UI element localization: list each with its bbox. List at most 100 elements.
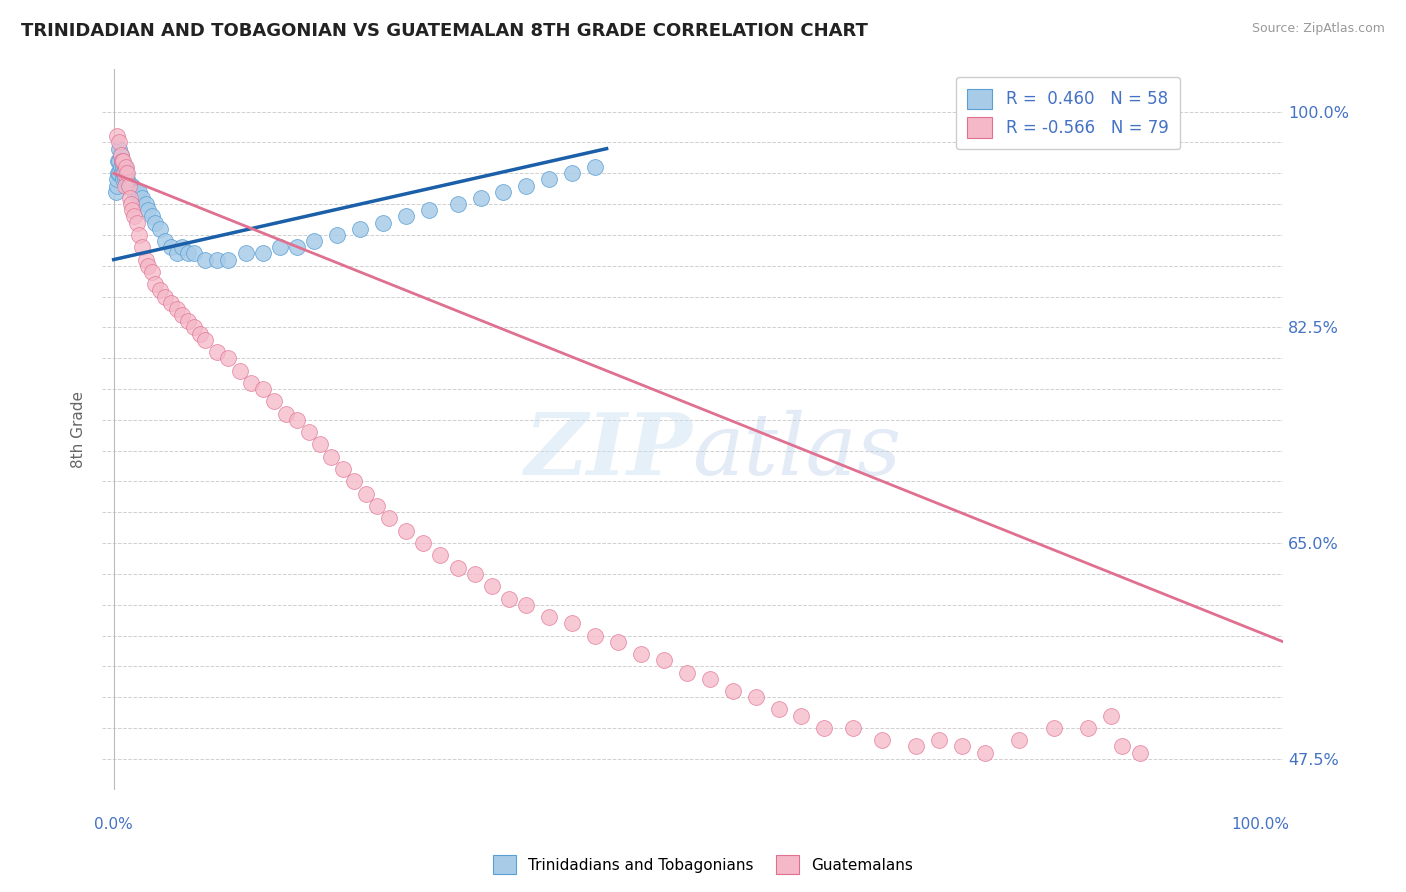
Legend: R =  0.460   N = 58, R = -0.566   N = 79: R = 0.460 N = 58, R = -0.566 N = 79	[956, 77, 1180, 149]
Point	[136, 259, 159, 273]
Point	[538, 172, 561, 186]
Point	[177, 246, 200, 260]
Point	[166, 246, 188, 260]
Point	[1042, 721, 1064, 735]
Point	[155, 289, 177, 303]
Point	[538, 610, 561, 624]
Point	[790, 708, 813, 723]
Point	[105, 172, 128, 186]
Point	[118, 191, 141, 205]
Point	[217, 252, 239, 267]
Point	[371, 216, 394, 230]
Point	[721, 684, 744, 698]
Point	[429, 549, 451, 563]
Point	[128, 227, 150, 242]
Point	[418, 203, 440, 218]
Legend: Trinidadians and Tobagonians, Guatemalans: Trinidadians and Tobagonians, Guatemalan…	[486, 849, 920, 880]
Point	[304, 234, 326, 248]
Point	[1129, 746, 1152, 760]
Point	[285, 413, 308, 427]
Point	[108, 142, 131, 156]
Point	[125, 185, 148, 199]
Point	[110, 148, 132, 162]
Point	[143, 216, 166, 230]
Text: 100.0%: 100.0%	[1232, 817, 1289, 832]
Point	[121, 178, 143, 193]
Point	[446, 560, 468, 574]
Point	[131, 240, 153, 254]
Point	[464, 566, 486, 581]
Point	[395, 210, 418, 224]
Point	[136, 203, 159, 218]
Point	[349, 221, 371, 235]
Point	[135, 252, 157, 267]
Point	[699, 672, 721, 686]
Point	[125, 216, 148, 230]
Point	[110, 160, 132, 174]
Point	[366, 499, 388, 513]
Point	[114, 172, 136, 186]
Point	[148, 284, 170, 298]
Point	[205, 345, 228, 359]
Text: atlas: atlas	[693, 409, 901, 492]
Point	[120, 178, 142, 193]
Point	[1099, 708, 1122, 723]
Point	[111, 160, 134, 174]
Point	[354, 487, 377, 501]
Point	[118, 178, 141, 193]
Point	[131, 191, 153, 205]
Point	[515, 178, 537, 193]
Point	[148, 221, 170, 235]
Point	[114, 160, 136, 174]
Point	[1077, 721, 1099, 735]
Point	[112, 166, 135, 180]
Point	[188, 326, 211, 341]
Point	[768, 702, 790, 716]
Point	[974, 746, 997, 760]
Text: Source: ZipAtlas.com: Source: ZipAtlas.com	[1251, 22, 1385, 36]
Point	[108, 153, 131, 168]
Point	[412, 536, 434, 550]
Point	[124, 210, 146, 224]
Point	[205, 252, 228, 267]
Text: 0.0%: 0.0%	[94, 817, 134, 832]
Point	[1008, 733, 1031, 747]
Point	[115, 160, 138, 174]
Point	[652, 653, 675, 667]
Point	[172, 240, 194, 254]
Point	[229, 363, 252, 377]
Point	[630, 647, 652, 661]
Point	[583, 628, 606, 642]
Point	[252, 382, 274, 396]
Point	[481, 579, 503, 593]
Point	[108, 166, 131, 180]
Point	[252, 246, 274, 260]
Point	[120, 197, 142, 211]
Point	[498, 591, 520, 606]
Point	[309, 437, 332, 451]
Point	[111, 166, 134, 180]
Point	[343, 475, 366, 489]
Point	[183, 246, 205, 260]
Point	[217, 351, 239, 366]
Point	[124, 185, 146, 199]
Point	[194, 333, 217, 347]
Point	[905, 739, 928, 754]
Point	[515, 598, 537, 612]
Point	[177, 314, 200, 328]
Point	[155, 234, 177, 248]
Point	[117, 178, 139, 193]
Point	[166, 301, 188, 316]
Point	[1111, 739, 1133, 754]
Point	[117, 172, 139, 186]
Point	[172, 308, 194, 322]
Point	[561, 166, 583, 180]
Point	[183, 320, 205, 334]
Point	[105, 178, 128, 193]
Point	[160, 240, 183, 254]
Point	[676, 665, 699, 680]
Point	[321, 450, 343, 464]
Text: TRINIDADIAN AND TOBAGONIAN VS GUATEMALAN 8TH GRADE CORRELATION CHART: TRINIDADIAN AND TOBAGONIAN VS GUATEMALAN…	[21, 22, 868, 40]
Point	[240, 376, 263, 390]
Point	[107, 153, 129, 168]
